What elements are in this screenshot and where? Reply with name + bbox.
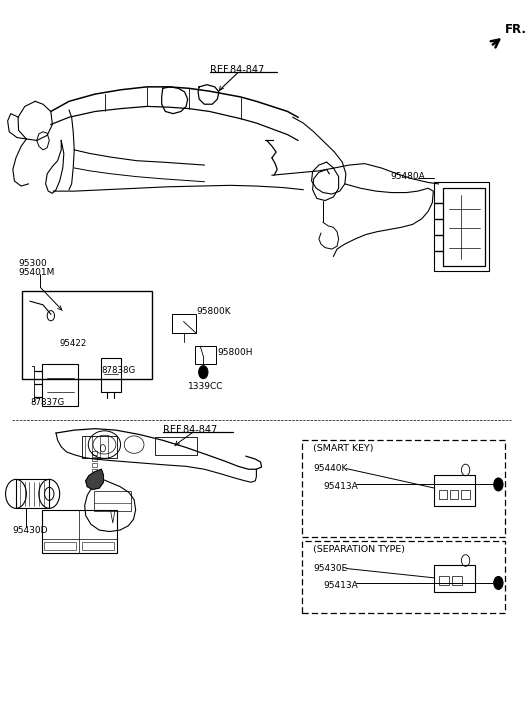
Bar bbox=[302, 541, 505, 614]
Bar bbox=[44, 542, 76, 550]
Text: 95300: 95300 bbox=[18, 259, 47, 268]
Text: REF.84-847: REF.84-847 bbox=[210, 65, 264, 75]
Bar bbox=[438, 490, 447, 499]
Bar bbox=[93, 462, 97, 467]
Text: 95800K: 95800K bbox=[196, 307, 231, 316]
Bar bbox=[82, 436, 118, 458]
Text: 95430D: 95430D bbox=[13, 526, 48, 534]
Bar bbox=[443, 188, 485, 267]
Bar bbox=[302, 440, 505, 537]
Text: 95440K: 95440K bbox=[313, 464, 347, 473]
Bar bbox=[16, 479, 49, 508]
Bar bbox=[93, 457, 97, 461]
Circle shape bbox=[198, 366, 208, 379]
Bar bbox=[42, 510, 118, 553]
Bar bbox=[42, 364, 78, 406]
Text: 95401M: 95401M bbox=[18, 268, 54, 277]
Text: REF.84-847: REF.84-847 bbox=[163, 425, 217, 435]
Text: 1339CC: 1339CC bbox=[188, 382, 223, 391]
Bar bbox=[22, 291, 152, 379]
Text: 95413A: 95413A bbox=[323, 582, 358, 590]
Bar bbox=[452, 577, 462, 585]
Circle shape bbox=[494, 478, 503, 491]
Bar bbox=[434, 182, 489, 270]
Text: 95422: 95422 bbox=[60, 339, 87, 348]
Text: 95480A: 95480A bbox=[390, 172, 426, 181]
Text: (SEPARATION TYPE): (SEPARATION TYPE) bbox=[313, 545, 405, 554]
Text: 95413A: 95413A bbox=[323, 482, 358, 491]
Circle shape bbox=[494, 577, 503, 590]
Bar bbox=[81, 542, 114, 550]
Bar bbox=[93, 451, 97, 456]
Bar bbox=[461, 490, 470, 499]
Text: 87837G: 87837G bbox=[30, 398, 64, 407]
Bar bbox=[172, 314, 195, 333]
Bar bbox=[195, 346, 216, 364]
Bar bbox=[93, 468, 97, 473]
Polygon shape bbox=[86, 469, 103, 489]
Bar bbox=[438, 577, 449, 585]
Bar bbox=[101, 358, 121, 393]
Text: (SMART KEY): (SMART KEY) bbox=[313, 443, 373, 453]
Bar bbox=[94, 491, 131, 511]
Text: 95800H: 95800H bbox=[218, 348, 253, 357]
Text: 95430E: 95430E bbox=[313, 564, 347, 573]
Text: 87838G: 87838G bbox=[102, 366, 136, 375]
Text: FR.: FR. bbox=[505, 23, 527, 36]
Bar bbox=[450, 490, 458, 499]
Bar bbox=[155, 437, 196, 455]
